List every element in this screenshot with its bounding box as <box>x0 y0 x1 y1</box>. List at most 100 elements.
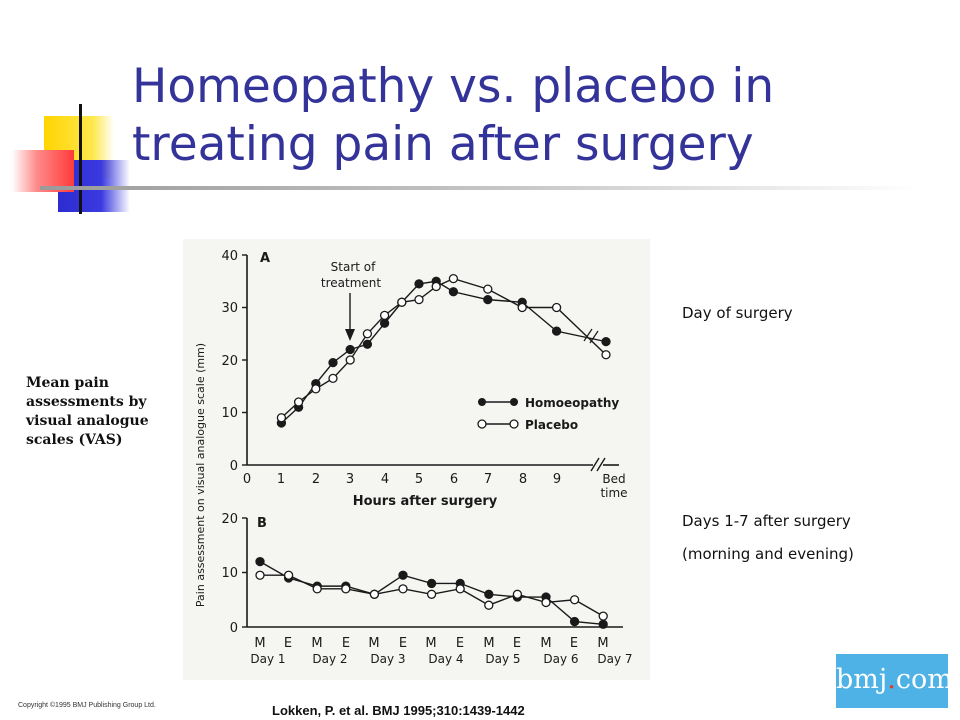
days-after-note-2: (morning and evening) <box>682 545 854 563</box>
panel-a-point-placebo <box>431 281 441 292</box>
panel-b-point-homoeopathy <box>426 578 437 589</box>
panel-b-point-placebo <box>426 589 437 599</box>
panel-a-point-placebo <box>551 302 562 313</box>
panel-a-x-tick-label: 7 <box>484 472 492 487</box>
panel-a-axis-break-2 <box>596 457 606 472</box>
panel-b-y-tick-20: 20 <box>221 512 247 527</box>
panel-a-point-placebo <box>379 310 390 321</box>
panel-a-x-tick-label: Bed <box>602 472 625 486</box>
panel-a-point-homoeopathy <box>328 357 338 368</box>
panel-b-x-tick-label: E <box>342 636 350 651</box>
panel-b-x-tick-label: E <box>570 636 578 651</box>
panel-b-series <box>255 556 608 629</box>
day-of-surgery-note: Day of surgery <box>682 304 793 322</box>
panel-b-x-tick-label: E <box>399 636 407 651</box>
panel-b-day-label: Day 3 <box>370 652 405 666</box>
panel-a-point-homoeopathy <box>362 339 373 349</box>
copyright: Copyright ©1995 BMJ Publishing Group Ltd… <box>18 702 156 709</box>
legend-label-placebo: Placebo <box>525 418 578 432</box>
panel-a-y-tick-label: 40 <box>221 249 238 264</box>
legend-label-homoeopathy: Homoeopathy <box>525 396 619 410</box>
bmj-logo-dot: . <box>887 664 896 695</box>
panel-b-x-tick-label: M <box>368 636 379 651</box>
panel-a-y-tick-label: 0 <box>230 459 238 474</box>
citation: Lokken, P. et al. BMJ 1995;310:1439-1442 <box>272 703 525 718</box>
panel-a-axis-break-1 <box>590 457 600 472</box>
panel-b-point-placebo <box>512 589 523 599</box>
legend-marker-placebo <box>477 419 487 429</box>
pain-chart-figure: Pain assessment on visual analogue scale… <box>183 239 650 680</box>
panel-b-point-homoeopathy <box>484 589 494 599</box>
panel-a-point-placebo <box>293 397 304 407</box>
panel-b-point-placebo <box>283 570 294 580</box>
panel-b-point-placebo <box>455 584 465 594</box>
panel-a-point-placebo <box>328 373 338 384</box>
panel-a-point-homoeopathy <box>551 326 562 336</box>
panel-b-x-tick-label: M <box>483 636 494 651</box>
panel-b-y-tick-10: 10 <box>221 566 247 581</box>
panel-a-point-placebo <box>397 297 407 307</box>
panel-a-point-homoeopathy <box>414 279 424 289</box>
panel-a-x-tick-label: 2 <box>312 472 320 487</box>
panel-b-point-placebo <box>484 600 494 610</box>
panel-a-x-tick-label: 3 <box>346 472 354 487</box>
page-title: Homeopathy vs. placebo in treating pain … <box>132 59 775 172</box>
panel-a-y-tick-40: 40 <box>221 249 247 264</box>
panel-b-day-label: Day 2 <box>312 652 347 666</box>
panel-a-point-placebo <box>483 284 493 294</box>
panel-a-y-tick-label: 10 <box>221 406 238 421</box>
panel-a-point-homoeopathy <box>345 344 355 355</box>
panel-b-point-homoeopathy <box>569 616 580 627</box>
panel-b-point-placebo <box>398 584 408 594</box>
panel-a-x-axis-label: Hours after surgery <box>353 494 498 509</box>
panel-b-x-tick-label: E <box>456 636 464 651</box>
title-divider <box>40 186 920 190</box>
panel-a-x-tick-label: 9 <box>553 472 561 487</box>
legend-marker-placebo <box>509 419 519 429</box>
panel-b-point-placebo <box>312 584 322 594</box>
panel-a-x-tick-label: 5 <box>415 472 423 487</box>
bmj-logo-suffix: com <box>895 664 953 695</box>
panel-b-label: B <box>257 516 267 531</box>
panel-b-point-placebo <box>255 570 265 580</box>
panel-a-point-placebo <box>276 413 287 423</box>
panel-a-point-homoeopathy <box>601 336 611 347</box>
panel-b-day-label: Day 6 <box>543 652 578 666</box>
treatment-annotation-line1: Start of <box>331 260 376 274</box>
panel-a-label: A <box>260 251 270 266</box>
deco-vertical-line <box>79 104 82 214</box>
deco-red-square <box>12 150 74 192</box>
panel-b-point-placebo <box>598 611 608 621</box>
panel-a-x-tick-label: 0 <box>243 472 251 487</box>
panel-b-point-placebo <box>569 595 580 605</box>
panel-b-day-label: Day 4 <box>428 652 463 666</box>
panel-b-point-placebo <box>369 589 380 599</box>
bmj-logo: bmj.com <box>836 654 953 708</box>
panel-a-y-tick-0: 0 <box>230 459 247 474</box>
panel-a-y-tick-20: 20 <box>221 354 247 369</box>
panel-a-series <box>276 273 611 428</box>
panel-a-point-placebo <box>601 350 611 360</box>
panel-a-point-homoeopathy <box>379 318 390 328</box>
panel-a-point-placebo <box>414 294 424 305</box>
panel-b-day-label: Day 1 <box>250 652 285 666</box>
panel-a-y-tick-10: 10 <box>221 406 247 421</box>
panel-a-y-tick-label: 30 <box>221 301 238 316</box>
treatment-annotation-line2: treatment <box>321 276 381 290</box>
panel-a-point-homoeopathy <box>483 294 493 305</box>
panel-b-y-tick-0: 0 <box>230 621 247 636</box>
panel-b-point-homoeopathy <box>598 619 608 629</box>
panel-a-point-placebo <box>345 355 355 365</box>
panel-b-x-tick-label: E <box>284 636 292 651</box>
panel-b-point-placebo <box>341 584 351 594</box>
panel-b-y-tick-label: 0 <box>230 621 238 636</box>
treatment-arrow-head <box>345 329 355 341</box>
panel-a-y-tick-30: 30 <box>221 301 247 316</box>
panel-a-point-homoeopathy <box>448 287 459 297</box>
vas-label: Mean pain assessments by visual analogue… <box>26 375 149 448</box>
legend: Homoeopathy Placebo <box>477 396 619 432</box>
panel-a-x-tick-label: time <box>600 486 627 500</box>
panel-b-y-tick-label: 20 <box>221 512 238 527</box>
panel-b-x-tick-label: M <box>597 636 608 651</box>
panel-b-x-tick-label: M <box>254 636 265 651</box>
